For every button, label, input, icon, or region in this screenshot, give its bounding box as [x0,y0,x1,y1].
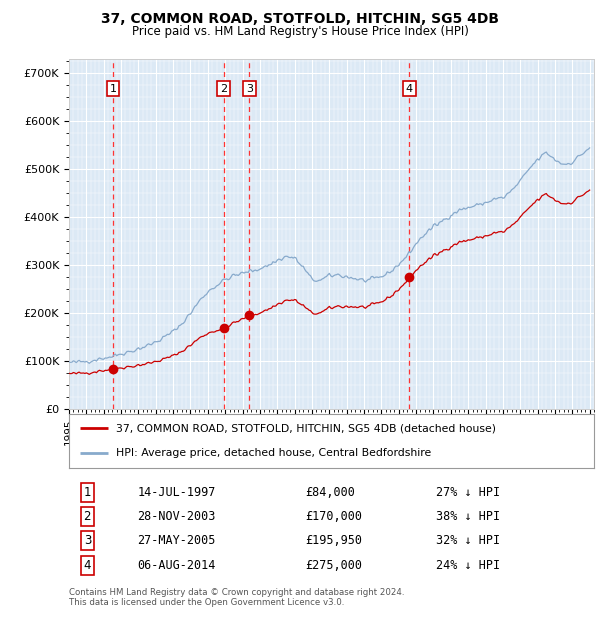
Text: 1: 1 [83,486,91,499]
Text: 37, COMMON ROAD, STOTFOLD, HITCHIN, SG5 4DB: 37, COMMON ROAD, STOTFOLD, HITCHIN, SG5 … [101,12,499,27]
Text: 1: 1 [110,84,116,94]
Text: £84,000: £84,000 [305,486,355,499]
Text: 27% ↓ HPI: 27% ↓ HPI [437,486,500,499]
Text: 2: 2 [83,510,91,523]
Text: 3: 3 [246,84,253,94]
Text: 37, COMMON ROAD, STOTFOLD, HITCHIN, SG5 4DB (detached house): 37, COMMON ROAD, STOTFOLD, HITCHIN, SG5 … [116,423,496,433]
Text: 32% ↓ HPI: 32% ↓ HPI [437,534,500,547]
Text: 27-MAY-2005: 27-MAY-2005 [137,534,215,547]
Text: Price paid vs. HM Land Registry's House Price Index (HPI): Price paid vs. HM Land Registry's House … [131,25,469,38]
Text: 4: 4 [406,84,413,94]
Text: £170,000: £170,000 [305,510,362,523]
Text: 24% ↓ HPI: 24% ↓ HPI [437,559,500,572]
Text: 38% ↓ HPI: 38% ↓ HPI [437,510,500,523]
Text: £195,950: £195,950 [305,534,362,547]
Text: 2: 2 [220,84,227,94]
Text: 06-AUG-2014: 06-AUG-2014 [137,559,215,572]
Text: 4: 4 [83,559,91,572]
Text: 14-JUL-1997: 14-JUL-1997 [137,486,215,499]
Text: £275,000: £275,000 [305,559,362,572]
Text: 28-NOV-2003: 28-NOV-2003 [137,510,215,523]
Text: Contains HM Land Registry data © Crown copyright and database right 2024.
This d: Contains HM Land Registry data © Crown c… [69,588,404,607]
Text: 3: 3 [83,534,91,547]
Text: HPI: Average price, detached house, Central Bedfordshire: HPI: Average price, detached house, Cent… [116,448,431,458]
